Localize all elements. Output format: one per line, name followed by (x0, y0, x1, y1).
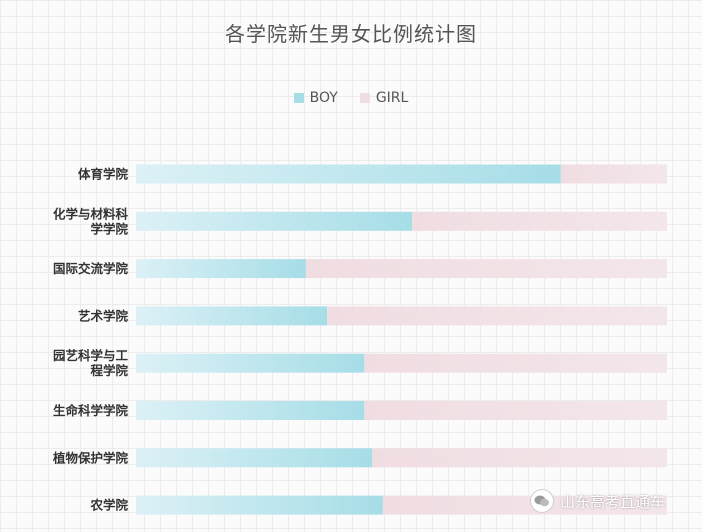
wechat-icon (530, 489, 554, 513)
bar-girl (412, 211, 667, 231)
legend-swatch-boy (293, 93, 304, 103)
bar-boy (136, 211, 413, 231)
bar-girl (305, 259, 667, 279)
bar-boy (136, 495, 383, 515)
legend-swatch-girl (359, 93, 370, 103)
bar-girl (560, 164, 667, 184)
bar-boy (136, 401, 365, 420)
bar-boy (136, 448, 373, 468)
category-label: 国际交流学院 (53, 261, 129, 276)
category-label: 生命科学学院 (53, 403, 129, 418)
bar-girl (372, 448, 667, 468)
watermark: 山东高考直通车 (530, 488, 665, 514)
legend-label-girl: GIRL (375, 90, 409, 106)
bar-girl (364, 353, 667, 373)
bar-boy (136, 164, 561, 184)
legend-label-boy: BOY (309, 90, 338, 106)
category-label: 植物保护学院 (52, 450, 129, 465)
category-label: 园艺科学与工程学院 (53, 348, 129, 378)
bar-girl (364, 401, 667, 420)
category-label: 体育学院 (78, 167, 129, 182)
category-label: 艺术学院 (78, 308, 129, 323)
bar-boy (136, 353, 365, 373)
legend-item-girl: GIRL (359, 90, 409, 106)
chart-title: 各学院新生男女比例统计图 (225, 22, 477, 46)
bar-girl (382, 495, 667, 515)
category-label: 化学与材料科学学院 (53, 206, 129, 236)
legend-item-boy: BOY (293, 90, 338, 106)
legend: BOY GIRL (0, 90, 702, 106)
bar-boy (136, 306, 328, 326)
bar-boy (136, 259, 306, 279)
watermark-text: 山东高考直通车 (560, 492, 666, 511)
category-label: 农学院 (89, 498, 128, 513)
bar-girl (327, 306, 667, 326)
